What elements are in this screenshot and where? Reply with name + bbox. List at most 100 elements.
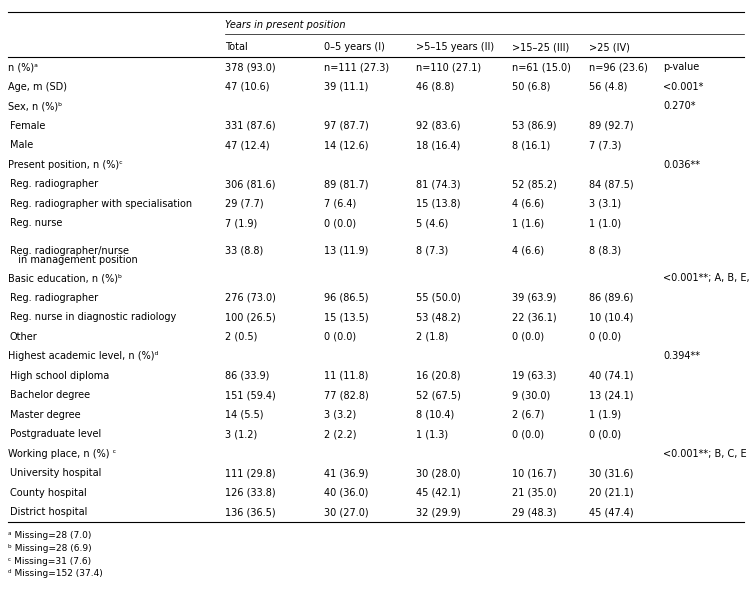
Text: 3 (3.2): 3 (3.2) [324, 410, 357, 420]
Text: 92 (83.6): 92 (83.6) [416, 121, 461, 131]
Text: 45 (42.1): 45 (42.1) [416, 488, 461, 498]
Text: 89 (92.7): 89 (92.7) [589, 121, 634, 131]
Text: 14 (5.5): 14 (5.5) [225, 410, 264, 420]
Text: 5 (4.6): 5 (4.6) [416, 218, 449, 228]
Text: County hospital: County hospital [10, 488, 87, 498]
Text: 47 (12.4): 47 (12.4) [225, 140, 270, 150]
Text: Bachelor degree: Bachelor degree [10, 390, 90, 400]
Text: 10 (16.7): 10 (16.7) [512, 468, 557, 478]
Text: 13 (24.1): 13 (24.1) [589, 390, 634, 400]
Text: 0 (0.0): 0 (0.0) [512, 429, 545, 439]
Text: 2 (0.5): 2 (0.5) [225, 332, 258, 342]
Text: 40 (74.1): 40 (74.1) [589, 371, 634, 381]
Text: 53 (86.9): 53 (86.9) [512, 121, 557, 131]
Text: 8 (8.3): 8 (8.3) [589, 246, 622, 256]
Text: <0.001**; B, C, E: <0.001**; B, C, E [663, 448, 747, 459]
Text: >5–15 years (II): >5–15 years (II) [416, 42, 494, 52]
Text: 56 (4.8): 56 (4.8) [589, 82, 628, 91]
Text: 136 (36.5): 136 (36.5) [225, 507, 276, 517]
Text: 97 (87.7): 97 (87.7) [324, 121, 369, 131]
Text: 84 (87.5): 84 (87.5) [589, 179, 634, 189]
Text: n=61 (15.0): n=61 (15.0) [512, 62, 571, 72]
Text: 20 (21.1): 20 (21.1) [589, 488, 634, 498]
Text: ᵈ Missing=152 (37.4): ᵈ Missing=152 (37.4) [8, 569, 103, 578]
Text: 50 (6.8): 50 (6.8) [512, 82, 551, 91]
Text: 0 (0.0): 0 (0.0) [324, 332, 357, 342]
Text: 3 (3.1): 3 (3.1) [589, 199, 622, 208]
Text: 0 (0.0): 0 (0.0) [589, 332, 622, 342]
Text: Present position, n (%)ᶜ: Present position, n (%)ᶜ [8, 160, 123, 170]
Text: Reg. radiographer: Reg. radiographer [10, 293, 98, 303]
Text: Working place, n (%) ᶜ: Working place, n (%) ᶜ [8, 448, 116, 459]
Text: 30 (31.6): 30 (31.6) [589, 468, 634, 478]
Text: 276 (73.0): 276 (73.0) [225, 293, 276, 303]
Text: <0.001**; A, B, E, F: <0.001**; A, B, E, F [663, 273, 749, 283]
Text: 10 (10.4): 10 (10.4) [589, 312, 634, 323]
Text: 46 (8.8): 46 (8.8) [416, 82, 455, 91]
Text: Age, m (SD): Age, m (SD) [8, 82, 67, 91]
Text: n=96 (23.6): n=96 (23.6) [589, 62, 649, 72]
Text: 52 (67.5): 52 (67.5) [416, 390, 461, 400]
Text: 1 (1.6): 1 (1.6) [512, 218, 545, 228]
Text: 30 (27.0): 30 (27.0) [324, 507, 369, 517]
Text: 331 (87.6): 331 (87.6) [225, 121, 276, 131]
Text: High school diploma: High school diploma [10, 371, 109, 381]
Text: 100 (26.5): 100 (26.5) [225, 312, 276, 323]
Text: 2 (6.7): 2 (6.7) [512, 410, 545, 420]
Text: Highest academic level, n (%)ᵈ: Highest academic level, n (%)ᵈ [8, 351, 159, 361]
Text: 18 (16.4): 18 (16.4) [416, 140, 461, 150]
Text: >25 (IV): >25 (IV) [589, 42, 631, 52]
Text: 39 (11.1): 39 (11.1) [324, 82, 369, 91]
Text: 13 (11.9): 13 (11.9) [324, 246, 369, 256]
Text: 33 (8.8): 33 (8.8) [225, 246, 264, 256]
Text: n=110 (27.1): n=110 (27.1) [416, 62, 482, 72]
Text: 7 (1.9): 7 (1.9) [225, 218, 258, 228]
Text: Master degree: Master degree [10, 410, 81, 420]
Text: 30 (28.0): 30 (28.0) [416, 468, 461, 478]
Text: 11 (11.8): 11 (11.8) [324, 371, 369, 381]
Text: 14 (12.6): 14 (12.6) [324, 140, 369, 150]
Text: p-value: p-value [663, 62, 700, 72]
Text: n (%)ᵃ: n (%)ᵃ [8, 62, 38, 72]
Text: 111 (29.8): 111 (29.8) [225, 468, 276, 478]
Text: 22 (36.1): 22 (36.1) [512, 312, 557, 323]
Text: 2 (2.2): 2 (2.2) [324, 429, 357, 439]
Text: University hospital: University hospital [10, 468, 101, 478]
Text: 0 (0.0): 0 (0.0) [324, 218, 357, 228]
Text: Years in present position: Years in present position [225, 20, 345, 30]
Text: in management position: in management position [12, 255, 138, 265]
Text: 53 (48.2): 53 (48.2) [416, 312, 461, 323]
Text: 8 (10.4): 8 (10.4) [416, 410, 455, 420]
Text: 1 (1.0): 1 (1.0) [589, 218, 622, 228]
Text: Female: Female [10, 121, 46, 131]
Text: Basic education, n (%)ᵇ: Basic education, n (%)ᵇ [8, 273, 122, 283]
Text: Total: Total [225, 42, 248, 52]
Text: 89 (81.7): 89 (81.7) [324, 179, 369, 189]
Text: >15–25 (III): >15–25 (III) [512, 42, 569, 52]
Text: 0–5 years (I): 0–5 years (I) [324, 42, 385, 52]
Text: 41 (36.9): 41 (36.9) [324, 468, 369, 478]
Text: 7 (7.3): 7 (7.3) [589, 140, 622, 150]
Text: 29 (48.3): 29 (48.3) [512, 507, 557, 517]
Text: 151 (59.4): 151 (59.4) [225, 390, 276, 400]
Text: Reg. radiographer: Reg. radiographer [10, 179, 98, 189]
Text: 8 (16.1): 8 (16.1) [512, 140, 551, 150]
Text: 4 (6.6): 4 (6.6) [512, 246, 545, 256]
Text: 52 (85.2): 52 (85.2) [512, 179, 557, 189]
Text: 4 (6.6): 4 (6.6) [512, 199, 545, 208]
Text: 16 (20.8): 16 (20.8) [416, 371, 461, 381]
Text: 29 (7.7): 29 (7.7) [225, 199, 264, 208]
Text: 19 (63.3): 19 (63.3) [512, 371, 557, 381]
Text: 126 (33.8): 126 (33.8) [225, 488, 276, 498]
Text: 45 (47.4): 45 (47.4) [589, 507, 634, 517]
Text: 9 (30.0): 9 (30.0) [512, 390, 551, 400]
Text: 39 (63.9): 39 (63.9) [512, 293, 557, 303]
Text: 1 (1.3): 1 (1.3) [416, 429, 449, 439]
Text: 306 (81.6): 306 (81.6) [225, 179, 276, 189]
Text: 0.394**: 0.394** [663, 351, 700, 361]
Text: ᵇ Missing=28 (6.9): ᵇ Missing=28 (6.9) [8, 544, 91, 553]
Text: 81 (74.3): 81 (74.3) [416, 179, 461, 189]
Text: 40 (36.0): 40 (36.0) [324, 488, 369, 498]
Text: Postgraduate level: Postgraduate level [10, 429, 101, 439]
Text: Reg. nurse in diagnostic radiology: Reg. nurse in diagnostic radiology [10, 312, 176, 323]
